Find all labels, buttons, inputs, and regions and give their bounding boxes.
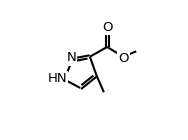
Text: HN: HN (48, 72, 67, 85)
Text: O: O (118, 52, 129, 65)
Text: N: N (67, 52, 76, 65)
Text: O: O (102, 21, 112, 34)
